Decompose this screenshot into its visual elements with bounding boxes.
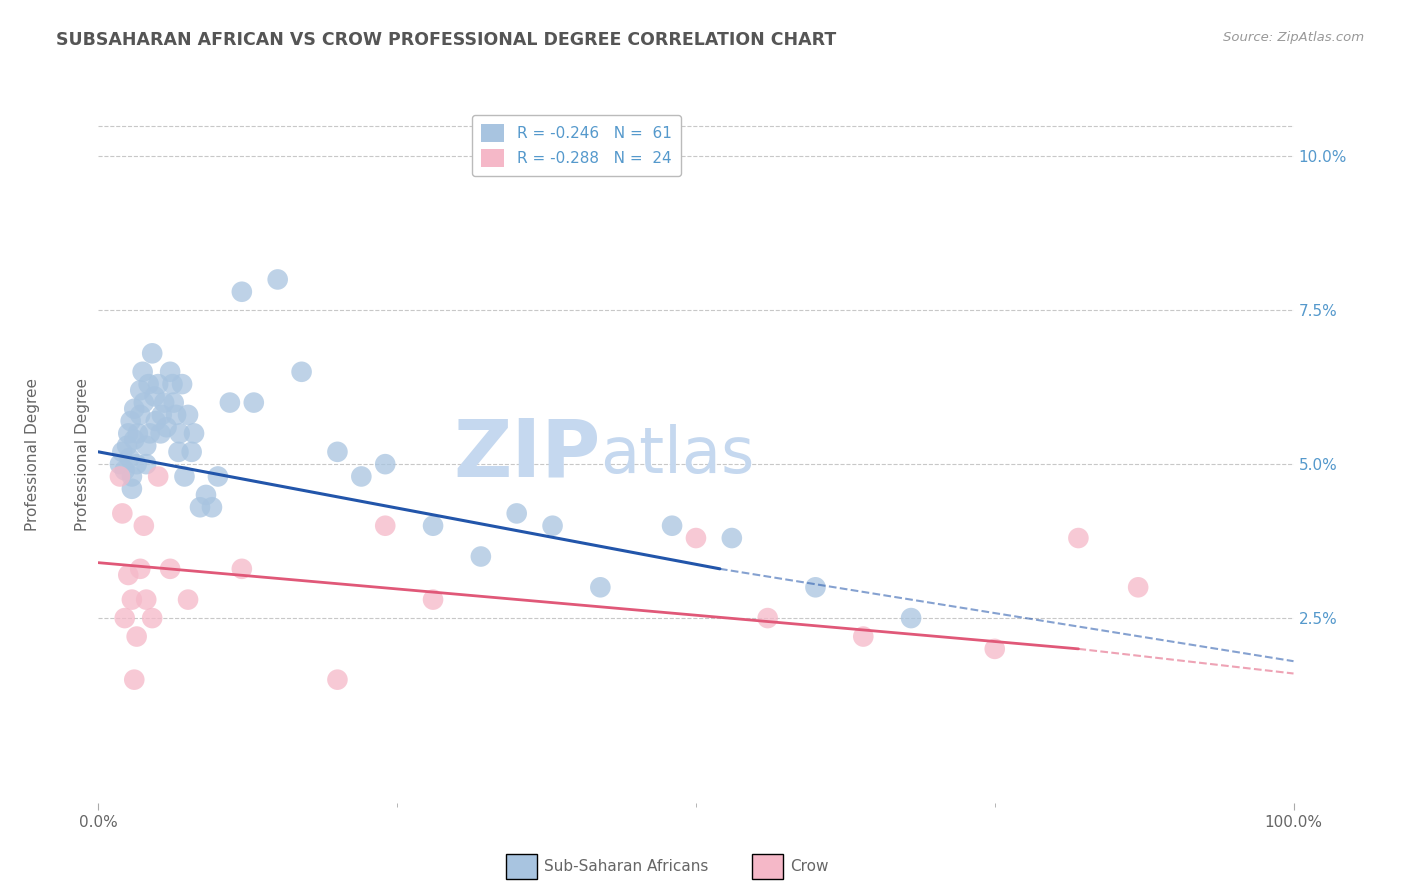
Point (145, 414, 167, 428)
Point (267, 272, 290, 286)
Point (506, 507, 529, 521)
Text: Sub-Saharan Africans: Sub-Saharan Africans (544, 859, 709, 873)
Point (135, 592, 157, 607)
Point (118, 450, 141, 465)
Point (115, 439, 138, 453)
Point (124, 401, 146, 416)
Point (1128, 580, 1150, 594)
Point (150, 408, 173, 422)
Point (120, 414, 142, 428)
Point (422, 518, 444, 533)
Point (470, 549, 492, 564)
Point (804, 580, 827, 594)
Point (117, 568, 139, 582)
Point (129, 384, 152, 398)
Point (290, 365, 312, 379)
Point (124, 673, 146, 687)
Point (173, 469, 195, 483)
Point (188, 500, 211, 515)
Point (132, 518, 155, 533)
Point (121, 482, 143, 496)
Point (114, 463, 136, 477)
Point (129, 562, 152, 576)
Text: atlas: atlas (600, 424, 755, 486)
Point (177, 592, 200, 607)
Point (685, 531, 707, 545)
Point (219, 395, 242, 409)
Point (852, 630, 875, 644)
Point (167, 445, 190, 459)
Text: Crow: Crow (790, 859, 828, 873)
Point (163, 395, 186, 409)
Point (125, 630, 148, 644)
Legend: R = -0.246   N =  61, R = -0.288   N =  24: R = -0.246 N = 61, R = -0.288 N = 24 (472, 115, 681, 177)
Point (148, 469, 170, 483)
Point (143, 389, 166, 403)
Point (162, 377, 184, 392)
Point (194, 488, 217, 502)
Point (129, 408, 152, 422)
Point (983, 641, 1005, 656)
Point (111, 507, 134, 521)
Point (1067, 531, 1090, 545)
Point (132, 395, 155, 409)
Point (350, 469, 373, 483)
Point (422, 592, 444, 607)
Point (111, 445, 134, 459)
Point (131, 365, 153, 379)
Text: SUBSAHARAN AFRICAN VS CROW PROFESSIONAL DEGREE CORRELATION CHART: SUBSAHARAN AFRICAN VS CROW PROFESSIONAL … (56, 31, 837, 49)
Point (141, 611, 163, 625)
Point (231, 285, 253, 299)
Point (149, 426, 172, 441)
Point (153, 395, 176, 409)
Point (165, 408, 187, 422)
Point (114, 611, 136, 625)
Point (756, 611, 779, 625)
Point (231, 562, 253, 576)
Point (374, 457, 396, 471)
Point (243, 395, 266, 409)
Point (207, 469, 229, 483)
Point (169, 426, 191, 441)
Point (155, 420, 177, 434)
Point (108, 469, 131, 483)
Point (589, 580, 612, 594)
Point (124, 433, 146, 447)
Point (172, 377, 194, 392)
Point (900, 611, 922, 625)
Point (127, 426, 149, 441)
Point (326, 673, 349, 687)
Point (661, 518, 683, 533)
Text: ZIP: ZIP (453, 416, 600, 494)
Point (121, 469, 143, 483)
Point (183, 426, 205, 441)
Text: Professional Degree: Professional Degree (25, 378, 41, 532)
Point (139, 426, 162, 441)
Text: Source: ZipAtlas.com: Source: ZipAtlas.com (1223, 31, 1364, 45)
Point (180, 445, 202, 459)
Point (135, 439, 157, 453)
Point (117, 426, 139, 441)
Point (721, 531, 744, 545)
Point (138, 377, 160, 392)
Point (121, 592, 143, 607)
Point (326, 445, 349, 459)
Point (125, 457, 148, 471)
Point (159, 562, 181, 576)
Point (201, 500, 224, 515)
Point (374, 518, 396, 533)
Y-axis label: Professional Degree: Professional Degree (75, 378, 90, 532)
Point (108, 457, 131, 471)
Point (135, 457, 157, 471)
Point (159, 365, 181, 379)
Point (541, 518, 564, 533)
Point (141, 346, 163, 360)
Point (177, 408, 200, 422)
Point (148, 377, 170, 392)
